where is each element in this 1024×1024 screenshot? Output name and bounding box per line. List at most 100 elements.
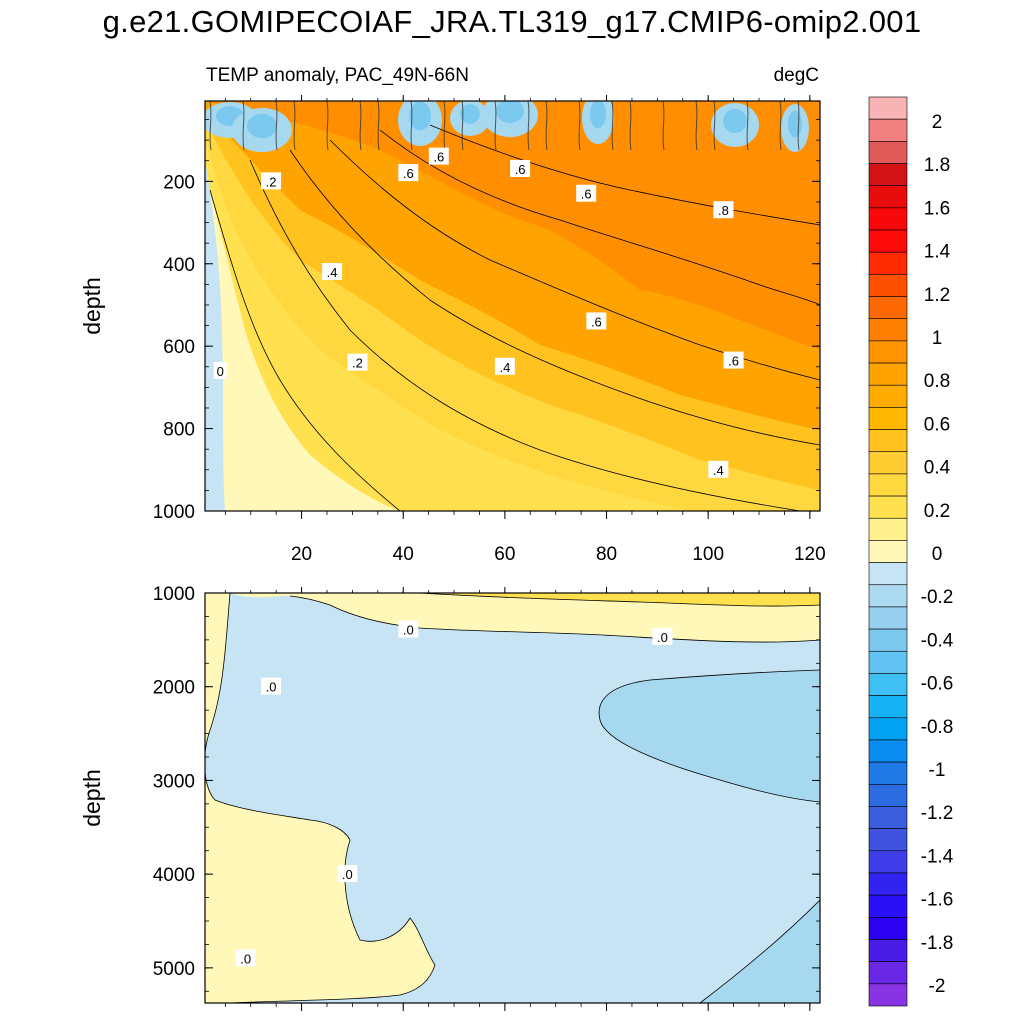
x-tick-label: 40 bbox=[393, 544, 414, 565]
colorbar-swatch bbox=[868, 207, 908, 231]
top-panel-field: .2 .6 .6 .6 .6 .8 .4 .6 0 .2 .4 .6 .4 bbox=[205, 101, 820, 511]
x-tick-label: 100 bbox=[692, 544, 724, 565]
y-tick-label: 4000 bbox=[153, 865, 195, 886]
colorbar-swatch bbox=[868, 961, 908, 985]
colorbar-swatch bbox=[868, 650, 908, 674]
band-light-yellow bbox=[205, 130, 690, 511]
x-tick-label: 60 bbox=[494, 544, 515, 565]
contour-label: .6 bbox=[723, 351, 744, 369]
contour-line bbox=[379, 129, 820, 306]
surface-contour-line bbox=[611, 101, 614, 151]
contour-label-text: .6 bbox=[728, 354, 739, 369]
contour-label: .2 bbox=[347, 353, 368, 371]
contour-label: .6 bbox=[586, 312, 607, 330]
contour-label-box bbox=[652, 628, 673, 646]
contour-label: .6 bbox=[428, 147, 449, 165]
colorbar-label: 2 bbox=[932, 112, 943, 133]
colorbar-label: 0.4 bbox=[924, 458, 951, 479]
colorbar-label: -1.8 bbox=[921, 933, 954, 954]
surface-cold-core bbox=[496, 101, 524, 124]
colorbar-swatch bbox=[868, 229, 908, 253]
x-tick-label: 20 bbox=[291, 544, 312, 565]
colorbar-swatch bbox=[868, 628, 908, 652]
colorbar-swatch bbox=[868, 473, 908, 497]
colorbar-label: 1.6 bbox=[924, 198, 950, 219]
colorbar-swatch bbox=[868, 118, 908, 142]
contour-label: 0 bbox=[213, 361, 227, 379]
band-positive-west-column bbox=[205, 593, 435, 1003]
x-tick-label: 80 bbox=[596, 544, 617, 565]
contour-label-box bbox=[713, 201, 734, 219]
colorbar-swatch bbox=[868, 983, 908, 1007]
band-deep-negative-tongue bbox=[599, 670, 820, 802]
surface-contour-line bbox=[713, 101, 716, 151]
colorbar-swatch bbox=[868, 340, 908, 364]
surface-contour-line bbox=[293, 101, 296, 151]
chart-title: g.e21.GOMIPECOIAF_JRA.TL319_g17.CMIP6-om… bbox=[102, 4, 922, 39]
colorbar-swatch bbox=[868, 939, 908, 962]
surface-cold-core bbox=[409, 101, 431, 131]
contour-line bbox=[209, 189, 401, 511]
panel-subtitle-left: TEMP anomaly, PAC_49N-66N bbox=[206, 65, 469, 86]
contour-label-text: .0 bbox=[342, 867, 353, 882]
surface-contour-line bbox=[545, 101, 548, 151]
colorbar-swatch bbox=[868, 407, 908, 430]
contour-line bbox=[289, 149, 820, 446]
contour-label-text: .8 bbox=[718, 203, 729, 218]
y-tick-label: 400 bbox=[163, 255, 195, 276]
contour-label-text: .6 bbox=[515, 162, 526, 177]
colorbar-swatch bbox=[868, 828, 908, 852]
colorbar-swatch bbox=[868, 783, 908, 807]
colorbar-swatch bbox=[868, 806, 908, 829]
colorbar-label: -2 bbox=[929, 976, 946, 997]
contour-label-text: .4 bbox=[327, 265, 338, 280]
surface-contour-line bbox=[746, 101, 749, 151]
colorbar-swatch bbox=[868, 296, 908, 320]
contour-label-text: .0 bbox=[240, 951, 251, 966]
plot-frame bbox=[204, 100, 821, 512]
contour-label-box bbox=[322, 263, 343, 281]
y-tick-label: 5000 bbox=[153, 959, 195, 980]
y-axis-title: depth bbox=[79, 277, 105, 335]
contour-label-box bbox=[347, 353, 368, 371]
surface-contour-line bbox=[209, 101, 212, 151]
surface-contour-line bbox=[242, 101, 245, 151]
x-tick-label: 120 bbox=[794, 544, 826, 565]
surface-contour-line bbox=[461, 101, 464, 151]
colorbar-label: -1.6 bbox=[921, 890, 954, 911]
contour-line bbox=[699, 899, 820, 1003]
surface-cold-core bbox=[788, 110, 802, 138]
contour-label-box bbox=[398, 620, 419, 638]
colorbar-label: -0.8 bbox=[921, 717, 954, 738]
colorbar-label: -0.4 bbox=[921, 630, 954, 651]
contour-label-text: .2 bbox=[352, 356, 363, 371]
colorbar-label: 1.4 bbox=[924, 242, 951, 263]
contour-line bbox=[289, 595, 820, 643]
colorbar-swatch bbox=[868, 761, 908, 785]
contour-label: .0 bbox=[398, 620, 419, 638]
surface-contour-line bbox=[410, 101, 413, 151]
y-tick-label: 1000 bbox=[153, 502, 195, 523]
band-pale-yellow bbox=[205, 170, 400, 511]
contour-label-box bbox=[723, 351, 744, 369]
colorbar-label: 0 bbox=[932, 544, 943, 565]
colorbar-swatch bbox=[868, 673, 908, 696]
surface-contour-line bbox=[695, 101, 698, 151]
colorbar-swatch bbox=[868, 917, 908, 940]
colorbar-label: -1.2 bbox=[921, 803, 954, 824]
colorbar-swatch bbox=[868, 274, 908, 297]
colorbar-swatch bbox=[868, 850, 908, 874]
colorbar-label: -1 bbox=[929, 760, 946, 781]
surface-contour-line bbox=[275, 101, 278, 151]
colorbar-swatch bbox=[868, 695, 908, 719]
colorbar-swatch bbox=[868, 318, 908, 342]
surface-contour-line bbox=[326, 101, 329, 151]
contour-line bbox=[329, 139, 820, 381]
surface-cold-core bbox=[590, 101, 606, 129]
colorbar-label: 0.8 bbox=[924, 371, 950, 392]
surface-contour-line bbox=[359, 101, 362, 151]
contour-label: .2 bbox=[261, 172, 282, 190]
colorbar-label: -1.4 bbox=[921, 846, 954, 867]
colorbar-swatch bbox=[868, 894, 908, 918]
